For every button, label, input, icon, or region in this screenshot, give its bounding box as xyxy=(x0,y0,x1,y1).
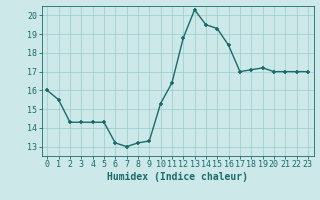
X-axis label: Humidex (Indice chaleur): Humidex (Indice chaleur) xyxy=(107,172,248,182)
